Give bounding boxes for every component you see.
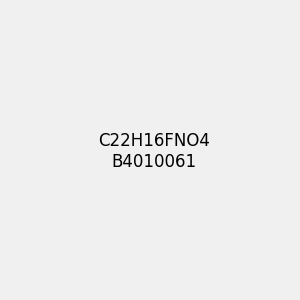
Text: C22H16FNO4
B4010061: C22H16FNO4 B4010061 (98, 132, 210, 171)
